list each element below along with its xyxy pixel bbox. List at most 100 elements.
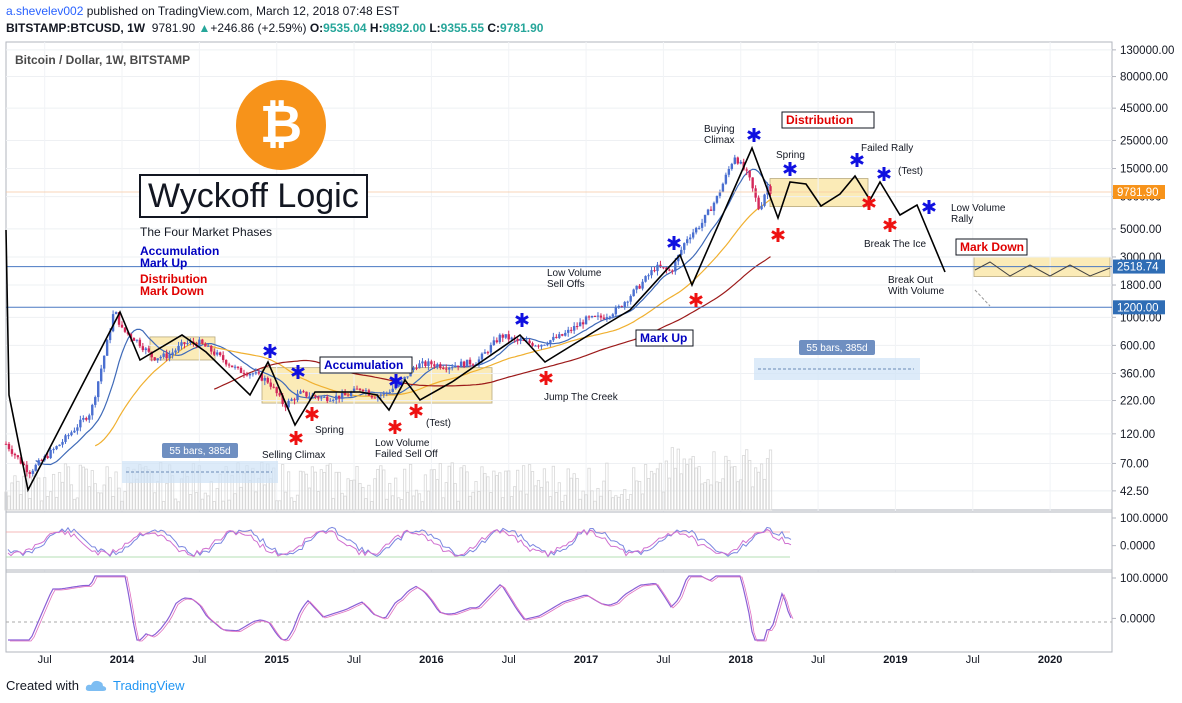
- volume-bar: [465, 471, 469, 511]
- volume-bar: [188, 494, 193, 511]
- volume-bar: [358, 482, 362, 511]
- candle-body: [370, 395, 374, 398]
- candle-body: [614, 307, 618, 315]
- phase-distribution: Distribution: [140, 272, 208, 286]
- candle-body: [706, 209, 710, 215]
- price-tick-label: 130000.00: [1120, 45, 1174, 57]
- volume-bar: [605, 462, 609, 511]
- volume-bar: [640, 493, 645, 511]
- volume-bar: [441, 497, 445, 511]
- price-tick-label: 1800.00: [1120, 280, 1162, 292]
- rsi-signal-line: [10, 576, 794, 642]
- volume-bar: [590, 490, 594, 511]
- candle-body: [718, 192, 722, 196]
- volume-bar: [49, 491, 53, 511]
- volume-bar: [102, 484, 106, 511]
- candle-body: [162, 353, 165, 357]
- candle-body: [745, 169, 748, 171]
- volume-bar: [566, 468, 570, 511]
- candle-body: [58, 444, 61, 447]
- markdown-arrow-line: [974, 289, 991, 307]
- volume-bar: [325, 464, 329, 511]
- candle-body: [4, 443, 8, 445]
- volume-bar: [661, 491, 666, 511]
- candle-body: [147, 348, 150, 352]
- star-stroke: [747, 130, 761, 140]
- candle-body: [233, 366, 237, 368]
- candle-body: [486, 352, 490, 354]
- candle-body: [605, 317, 609, 319]
- volume-bar: [179, 478, 184, 511]
- label-low-volume-failed-sell-off: Low Volume: [375, 438, 430, 449]
- volume-bar: [397, 497, 401, 511]
- candle-body: [662, 267, 665, 269]
- volume-bar: [108, 477, 112, 511]
- candle-body: [34, 464, 37, 471]
- candle-body: [269, 382, 272, 387]
- volume-bar: [614, 495, 618, 511]
- candle-body: [748, 170, 751, 178]
- candle-body: [150, 351, 153, 358]
- volume-bar: [340, 492, 344, 511]
- tradingview-link[interactable]: TradingView: [112, 678, 185, 693]
- volume-bar: [483, 473, 487, 511]
- time-tick-label: 2016: [419, 654, 443, 666]
- blue-star-icon: [747, 128, 761, 142]
- volume-bar: [135, 478, 139, 511]
- candle-body: [138, 339, 142, 347]
- label-low-volume-failed-sell-off: Failed Sell Off: [375, 449, 438, 460]
- candle-body: [459, 361, 463, 367]
- candle-body: [153, 357, 156, 361]
- volume-bar: [501, 497, 505, 511]
- candle-body: [287, 400, 290, 408]
- star-stroke: [850, 155, 864, 165]
- time-tick-label: 2015: [264, 654, 288, 666]
- volume-bar: [697, 466, 701, 511]
- candle-body: [516, 339, 519, 341]
- candle-body: [281, 395, 284, 405]
- volume-bar: [504, 470, 508, 511]
- candle-body: [37, 460, 40, 465]
- candle-body: [201, 339, 204, 344]
- candle-body: [245, 374, 249, 376]
- volume-bar: [652, 473, 657, 511]
- candle-body: [111, 314, 115, 332]
- candle-body: [721, 183, 725, 193]
- wyckoff-wave-line: [5, 145, 946, 493]
- volume-bar: [364, 498, 368, 511]
- volume-bar: [63, 463, 68, 511]
- volume-bar: [176, 501, 181, 511]
- volume-bar: [99, 492, 103, 511]
- star-stroke: [922, 202, 936, 212]
- volume-bar: [733, 465, 737, 511]
- candle-body: [439, 364, 442, 368]
- volume-bar: [551, 465, 555, 511]
- volume-bar: [408, 463, 413, 511]
- volume-bar: [557, 482, 561, 511]
- time-tick-label: Jul: [347, 654, 361, 666]
- volume-bar: [673, 467, 677, 511]
- volume-bar: [754, 467, 758, 511]
- stoch-rsi-pane-axis-label: 0.0000: [1120, 541, 1155, 553]
- volume-bar: [759, 463, 764, 511]
- volume-bar: [411, 495, 416, 511]
- volume-bar: [569, 477, 573, 511]
- candle-body: [421, 361, 424, 364]
- red-star-icon: [689, 293, 703, 307]
- volume-bar: [635, 480, 639, 511]
- candle-body: [293, 399, 296, 401]
- volume-bar: [286, 471, 291, 511]
- volume-bar: [289, 497, 294, 511]
- volume-bar: [513, 486, 517, 511]
- volume-bar: [60, 481, 65, 511]
- publisher-link[interactable]: a.shevelev002: [6, 4, 84, 18]
- change-up-icon: ▲: [198, 21, 211, 35]
- candle-body: [632, 289, 635, 297]
- ohlc-line: BITSTAMP:BTCUSD, 1W 9781.90 ▲+246.86 (+2…: [6, 21, 543, 35]
- box-distribution: [781, 111, 875, 129]
- candle-body: [769, 186, 772, 194]
- candle-body: [97, 381, 100, 398]
- price-tick-label: 120.00: [1120, 429, 1155, 441]
- volume-bar: [93, 483, 97, 511]
- candle-body: [754, 188, 757, 198]
